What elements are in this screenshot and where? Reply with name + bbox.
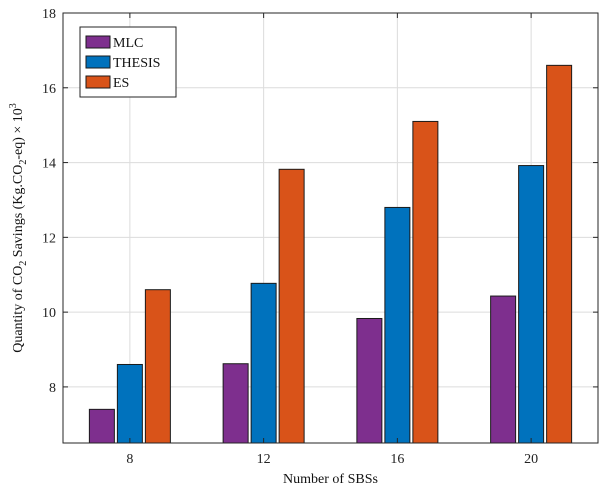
- x-tick-label: 8: [126, 452, 133, 467]
- x-axis-label: Number of SBSs: [283, 472, 378, 487]
- bar-mlc-20: [490, 295, 517, 444]
- y-tick-label: 8: [49, 381, 56, 396]
- y-tick-label: 12: [42, 231, 56, 246]
- y-axis-label-part: Quantity of CO: [11, 266, 26, 353]
- legend-swatch-thesis: [85, 55, 111, 69]
- bar-thesis-8: [116, 363, 143, 444]
- axis-ticks: 8 10 12 14 16 18 8 12 16 20: [42, 7, 598, 467]
- y-axis-label-part: -eq) × 10: [11, 108, 26, 159]
- y-tick-label: 16: [42, 82, 56, 97]
- y-tick-label: 14: [42, 157, 56, 172]
- legend-label-thesis: THESIS: [113, 56, 160, 71]
- bar-thesis-20: [518, 165, 545, 444]
- bar-es-20: [546, 64, 573, 444]
- bar-es-8: [144, 289, 171, 444]
- bar-es-16: [412, 120, 439, 444]
- y-axis-label-sup: 3: [8, 103, 19, 108]
- bar-thesis-12: [250, 282, 277, 444]
- legend-label-mlc: MLC: [113, 36, 143, 51]
- legend-swatch-es: [85, 75, 111, 89]
- y-tick-label: 18: [42, 7, 56, 22]
- bars: [88, 64, 573, 444]
- bar-mlc-16: [356, 317, 383, 444]
- bar-thesis-16: [384, 206, 411, 444]
- legend: MLC THESIS ES: [79, 26, 177, 98]
- x-tick-label: 16: [390, 452, 404, 467]
- plot-frame: [62, 12, 599, 444]
- y-tick-label: 10: [42, 306, 56, 321]
- legend-swatch-mlc: [85, 35, 111, 49]
- bar-mlc-8: [88, 408, 115, 444]
- y-axis-label: Quantity of CO2 Savings (Kg.CO2-eq) × 10…: [8, 103, 29, 353]
- bar-mlc-12: [222, 363, 249, 444]
- x-tick-label: 20: [524, 452, 538, 467]
- y-axis-label-sub: 2: [18, 261, 29, 266]
- y-axis-label-part: Savings (Kg.CO: [11, 165, 26, 261]
- x-tick-label: 12: [257, 452, 271, 467]
- bar-es-12: [278, 168, 305, 444]
- y-axis-label-sub: 2: [18, 160, 29, 165]
- legend-label-es: ES: [113, 76, 129, 91]
